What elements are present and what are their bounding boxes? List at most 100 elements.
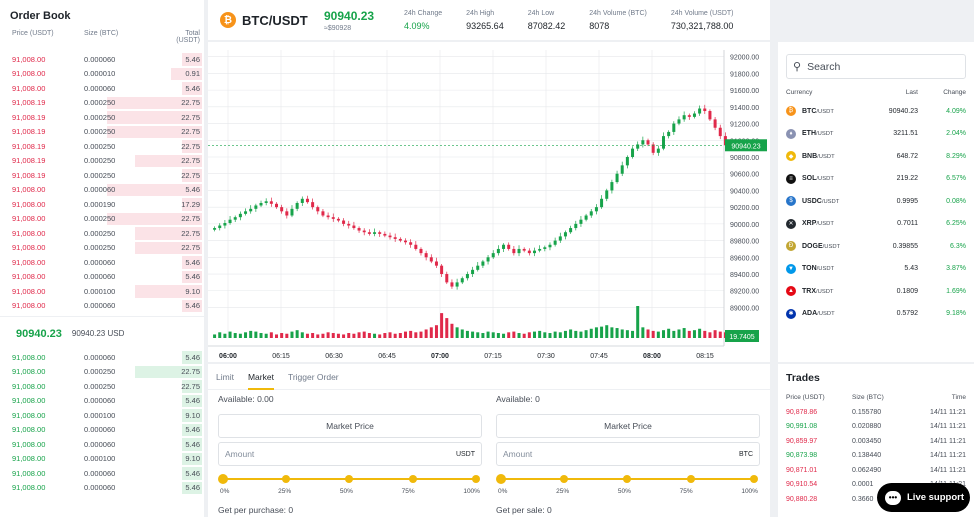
order-book-row[interactable]: 91,008.00 0.000100 9.10 xyxy=(0,284,204,299)
volume-bar xyxy=(233,333,237,338)
order-book-row[interactable]: 91,008.00 0.000250 22.75 xyxy=(0,241,204,256)
candlestick-chart-svg[interactable]: 92000.00 91800.00 91600.00 91400.00 91200.00… xyxy=(208,42,770,362)
slider-step-dot[interactable] xyxy=(218,474,228,484)
order-book-row[interactable]: 91,008.00 0.000060 5.46 xyxy=(0,52,204,67)
order-book-row[interactable]: 91,008.19 0.000250 22.75 xyxy=(0,125,204,140)
price-chart[interactable]: 92000.00 91800.00 91600.00 91400.00 91200.00… xyxy=(208,42,770,362)
order-book-row[interactable]: 91,008.00 0.000010 0.91 xyxy=(0,67,204,82)
slider-step-dot[interactable] xyxy=(750,475,758,483)
order-book-row[interactable]: 91,008.19 0.000250 22.75 xyxy=(0,139,204,154)
order-size: 0.000060 xyxy=(84,468,116,478)
order-book-row[interactable]: 91,008.00 0.000060 5.46 xyxy=(0,437,204,452)
order-book-row[interactable]: 91,008.00 0.000060 5.46 xyxy=(0,255,204,270)
order-book-row[interactable]: 91,008.00 0.000100 9.10 xyxy=(0,408,204,423)
total-column-header: Total (USDT) xyxy=(176,30,200,44)
volume-bar xyxy=(342,334,346,338)
order-book-row[interactable]: 91,008.00 0.000100 9.10 xyxy=(0,452,204,467)
order-size: 0.000060 xyxy=(84,185,116,195)
volume-bar xyxy=(476,332,480,338)
candle-body xyxy=(342,220,346,224)
percent-label: 100% xyxy=(741,488,758,495)
search-placeholder: Search xyxy=(807,60,841,73)
slider-step-dot[interactable] xyxy=(408,475,417,483)
sell-percent-slider[interactable] xyxy=(496,472,760,486)
order-book-row[interactable]: 91,008.00 0.000060 5.46 xyxy=(0,466,204,481)
candle-body xyxy=(569,228,573,233)
buy-percent-slider[interactable] xyxy=(218,472,482,486)
order-total: 22.75 xyxy=(181,112,200,122)
tab-limit[interactable]: Limit xyxy=(216,371,234,382)
trade-time-header: Time xyxy=(951,394,966,401)
slider-step-dot[interactable] xyxy=(345,475,353,483)
order-total: 22.75 xyxy=(181,127,200,137)
order-price: 91,008.00 xyxy=(12,214,46,224)
order-form-panel: Limit Market Trigger Order Available: 0.00… xyxy=(208,364,770,517)
slider-step-dot[interactable] xyxy=(496,474,506,484)
order-book-row[interactable]: 91,008.00 0.000250 22.75 xyxy=(0,212,204,227)
market-row[interactable]: ≡ SOL/USDT 219.22 6.57% xyxy=(778,168,974,191)
market-row[interactable]: ◆ BNB/USDT 648.72 8.29% xyxy=(778,145,974,168)
candle-body xyxy=(445,274,449,283)
sell-amount-input[interactable]: Amount BTC xyxy=(496,442,760,466)
order-book-row[interactable]: 91,008.00 0.000060 5.46 xyxy=(0,81,204,96)
order-book-row[interactable]: 91,008.00 0.000060 5.46 xyxy=(0,183,204,198)
market-row[interactable]: Ð DOGE/USDT 0.39855 6.3% xyxy=(778,235,974,258)
order-total: 5.46 xyxy=(185,54,200,64)
market-row[interactable]: ♦ ETH/USDT 3211.51 2.04% xyxy=(778,123,974,146)
candle-body xyxy=(326,215,330,218)
order-total: 22.75 xyxy=(181,98,200,108)
current-price-label: 90940.23 xyxy=(731,143,760,150)
current-price-tag xyxy=(725,139,767,152)
market-row[interactable]: ₿ BTC/USDT 90940.23 4.09% xyxy=(778,100,974,123)
candle-body xyxy=(367,232,371,234)
slider-step-dot[interactable] xyxy=(623,475,631,483)
last-column-header: Last xyxy=(905,89,918,96)
order-size: 0.000100 xyxy=(84,286,116,296)
order-book-row[interactable]: 91,008.19 0.000250 22.75 xyxy=(0,110,204,125)
sell-percent-labels: 0% 25% 50% 75% 100% xyxy=(496,488,760,495)
order-book-row[interactable]: 91,008.00 0.000190 17.29 xyxy=(0,197,204,212)
order-book-row[interactable]: 91,008.19 0.000250 22.75 xyxy=(0,168,204,183)
order-book-row[interactable]: 91,008.00 0.000060 5.46 xyxy=(0,299,204,314)
order-book-row[interactable]: 91,008.19 0.000250 22.75 xyxy=(0,96,204,111)
tab-market[interactable]: Market xyxy=(247,364,274,390)
trade-size: 0.3660 xyxy=(852,495,874,503)
order-book-row[interactable]: 91,008.00 0.000250 22.75 xyxy=(0,379,204,394)
slider-step-dot[interactable] xyxy=(686,475,695,483)
candle-body xyxy=(223,223,227,226)
market-row[interactable]: $ USDC/USDT 0.9995 0.08% xyxy=(778,190,974,213)
order-book-row[interactable]: 91,008.19 0.000250 22.75 xyxy=(0,154,204,169)
markets-list: ₿ BTC/USDT 90940.23 4.09% ♦ ETH/USDT 3211.51 2.… xyxy=(778,100,974,325)
order-total: 5.46 xyxy=(185,425,200,435)
candle-body xyxy=(512,248,516,254)
volume-bar xyxy=(646,329,650,338)
tab-trigger-order[interactable]: Trigger Order xyxy=(287,371,339,382)
market-search-input[interactable]: ⚲ Search xyxy=(786,54,966,79)
slider-step-dot[interactable] xyxy=(472,475,480,483)
candle-body xyxy=(378,232,382,234)
market-symbol: ETH/USDT xyxy=(802,130,866,137)
ticker-bar: ₿ BTC/USDT 90940.23 ≈$90928 24h Change 4.… xyxy=(208,0,770,40)
volume-bar xyxy=(708,332,712,338)
order-book-row[interactable]: 91,008.00 0.000060 5.46 xyxy=(0,481,204,496)
market-base: TON xyxy=(802,265,817,273)
volume-bar xyxy=(362,331,366,338)
buy-amount-input[interactable]: Amount USDT xyxy=(218,442,482,466)
order-book-row[interactable]: 91,008.00 0.000060 5.46 xyxy=(0,394,204,409)
pair-selector[interactable]: BTC/USDT xyxy=(242,12,308,28)
market-row[interactable]: ▼ TON/USDT 5.43 3.87% xyxy=(778,258,974,281)
order-book-row[interactable]: 91,008.00 0.000060 5.46 xyxy=(0,423,204,438)
market-row[interactable]: ✱ ADA/USDT 0.5792 9.18% xyxy=(778,303,974,326)
order-book-row[interactable]: 91,008.00 0.000060 5.46 xyxy=(0,350,204,365)
market-last-price: 0.1809 xyxy=(896,287,918,295)
live-support-button[interactable]: ••• Live support xyxy=(877,483,970,512)
volume-bar xyxy=(264,333,268,338)
market-row[interactable]: ▲ TRX/USDT 0.1809 1.69% xyxy=(778,280,974,303)
order-book-row[interactable]: 91,008.00 0.000250 22.75 xyxy=(0,365,204,380)
slider-step-dot[interactable] xyxy=(281,475,290,483)
order-book-row[interactable]: 91,008.00 0.000250 22.75 xyxy=(0,226,204,241)
volume-bar xyxy=(305,333,309,338)
slider-step-dot[interactable] xyxy=(559,475,568,483)
market-row[interactable]: ✕ XRP/USDT 0.7011 6.25% xyxy=(778,213,974,236)
order-book-row[interactable]: 91,008.00 0.000060 5.46 xyxy=(0,270,204,285)
